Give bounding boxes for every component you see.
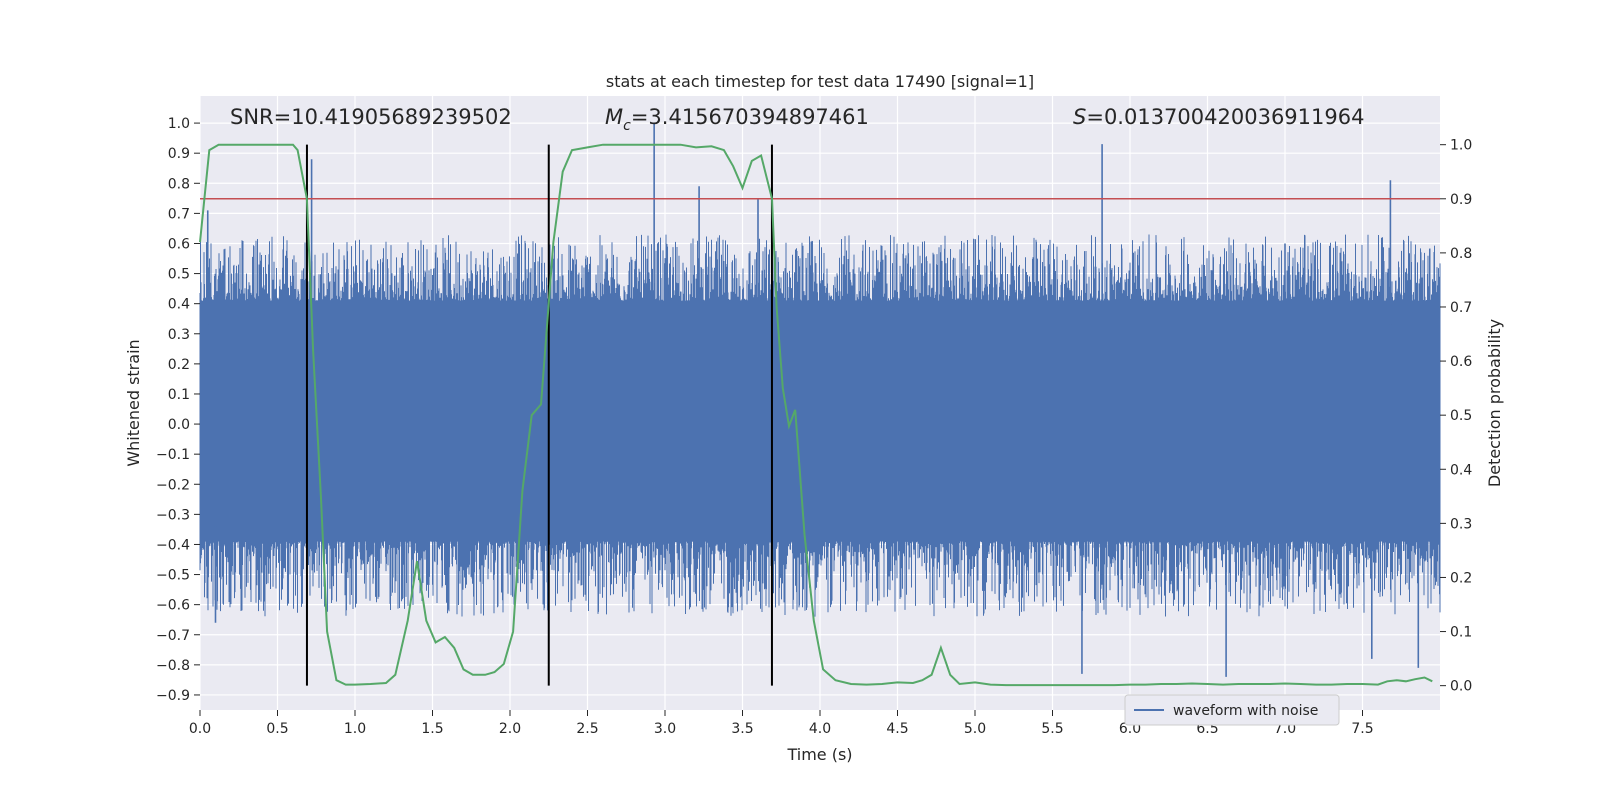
right-tick-label: 0.1 [1450,625,1472,641]
left-tick-label: 0.6 [168,236,190,252]
right-tick-label: 0.4 [1450,462,1472,478]
left-tick-label: −0.3 [156,507,190,523]
detection-probability-line [199,143,1433,687]
x-tick-label: 0.0 [189,721,211,737]
vertical-markers [305,144,773,686]
left-tick-label: −0.6 [156,598,190,614]
left-tick-label: 0.7 [168,206,190,222]
x-tick-label: 3.0 [654,721,676,737]
left-tick-label: 0.3 [168,327,190,343]
x-tick-label: 4.0 [809,721,831,737]
right-y-axis: 0.0 0.1 0.2 0.3 0.4 0.5 0.6 0.7 0.8 0.9 1.0 [1440,138,1472,695]
x-tick-label: 4.5 [886,721,908,737]
chirp-mass-value: =3.415670394897461 [631,105,869,129]
spin-symbol: S [1073,105,1086,129]
legend-label: waveform with noise [1173,703,1318,719]
x-tick-label: 1.5 [421,721,443,737]
x-tick-label: 5.0 [964,721,986,737]
left-tick-label: 0.0 [168,417,190,433]
left-tick-label: 0.5 [168,267,190,283]
legend-box [1124,694,1340,726]
left-tick-label: −0.5 [156,568,190,584]
waveform-core [200,324,1440,527]
left-tick-label: −0.7 [156,628,190,644]
right-tick-label: 0.7 [1450,300,1472,316]
left-tick-label: −0.9 [156,688,190,704]
right-tick-label: 0.0 [1450,679,1472,695]
left-tick-label: −0.2 [156,477,190,493]
waveform-series [199,234,1441,617]
chirp-mass-symbol: M [605,105,623,129]
left-tick-label: 0.9 [168,146,190,162]
right-tick-label: 0.5 [1450,408,1472,424]
right-tick-label: 1.0 [1450,138,1472,154]
spin-value: =0.013700420036911964 [1086,105,1364,129]
chart-title: stats at each timestep for test data 174… [606,72,1034,91]
left-tick-label: −0.8 [156,658,190,674]
x-tick-label: 7.5 [1351,721,1373,737]
chirp-mass-annotation: Mc=3.415670394897461 [605,105,869,134]
x-tick-label: 0.5 [266,721,288,737]
x-tick-label: 1.0 [344,721,366,737]
right-tick-label: 0.8 [1450,246,1472,262]
left-tick-label: 0.4 [168,297,190,313]
left-tick-label: −0.1 [156,447,190,463]
x-tick-label: 5.5 [1041,721,1063,737]
right-tick-label: 0.3 [1450,516,1472,532]
left-tick-label: 0.2 [168,357,190,373]
left-tick-label: −0.4 [156,537,190,553]
right-y-axis-label: Detection probability [1485,319,1504,487]
left-tick-label: 1.0 [168,116,190,132]
x-tick-label: 2.5 [576,721,598,737]
legend: waveform with noise [1124,694,1340,726]
left-y-axis: −0.9 −0.8 −0.7 −0.6 −0.5 −0.4 −0.3 −0.2 −0.1 0.0 0… [156,116,200,704]
chirp-mass-subscript: c [623,118,631,134]
snr-annotation: SNR=10.41905689239502 [230,105,512,129]
left-tick-label: 0.8 [168,176,190,192]
x-tick-label: 2.0 [499,721,521,737]
left-tick-label: 0.1 [168,387,190,403]
x-tick-label: 3.5 [731,721,753,737]
right-tick-label: 0.2 [1450,570,1472,586]
right-tick-label: 0.6 [1450,354,1472,370]
right-tick-label: 0.9 [1450,192,1472,208]
x-axis-label: Time (s) [786,745,852,764]
left-y-axis-label: Whitened strain [124,339,143,466]
spin-annotation: S=0.013700420036911964 [1073,105,1364,129]
